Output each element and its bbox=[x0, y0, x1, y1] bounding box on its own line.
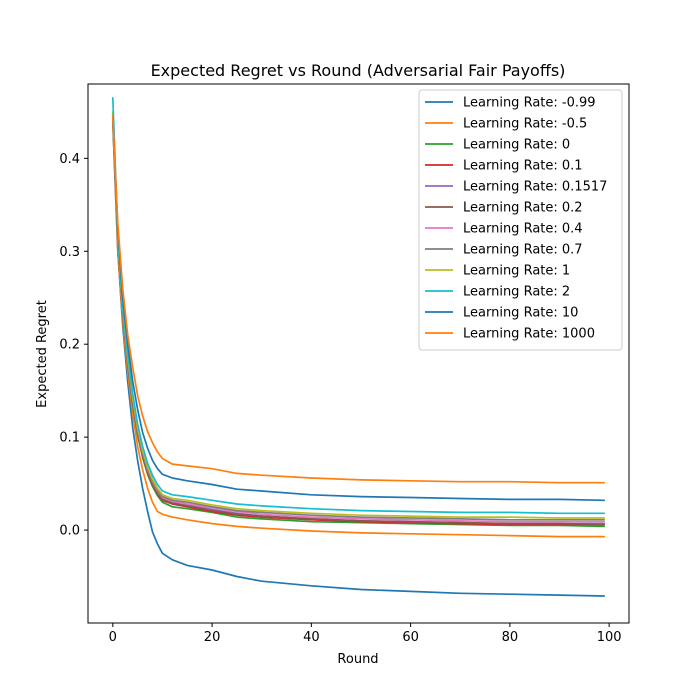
series-line-11 bbox=[111, 115, 606, 484]
legend: Learning Rate: -0.99 Learning Rate: -0.5 L… bbox=[418, 89, 623, 351]
legend-label: Learning Rate: 0.2 bbox=[463, 201, 583, 216]
y-tick-label: 0.3 bbox=[59, 245, 80, 260]
plot-lines bbox=[111, 97, 606, 597]
x-tick-label: 20 bbox=[204, 630, 221, 645]
legend-label: Learning Rate: 0.1517 bbox=[463, 180, 607, 195]
series-line-1 bbox=[111, 120, 606, 538]
x-tick-label: 40 bbox=[303, 630, 320, 645]
y-axis: 0.0 0.1 0.2 0.3 0.4 bbox=[59, 152, 88, 539]
legend-label: Learning Rate: -0.99 bbox=[463, 96, 596, 111]
y-tick-label: 0.2 bbox=[59, 338, 80, 353]
legend-label: Learning Rate: 0 bbox=[463, 138, 570, 153]
x-axis-title: Round bbox=[337, 652, 378, 667]
series-line-9 bbox=[111, 97, 606, 515]
plot-area-frame bbox=[87, 83, 630, 624]
legend-label: Learning Rate: 0.4 bbox=[463, 222, 583, 237]
legend-label: Learning Rate: 1000 bbox=[463, 327, 595, 342]
legend-label: Learning Rate: 1 bbox=[463, 264, 570, 279]
x-axis: 0 20 40 60 80 100 bbox=[109, 623, 622, 645]
x-tick-label: 80 bbox=[502, 630, 519, 645]
legend-label: Learning Rate: -0.5 bbox=[463, 117, 587, 132]
legend-label: Learning Rate: 10 bbox=[463, 306, 578, 321]
x-tick-label: 100 bbox=[597, 630, 622, 645]
x-tick-label: 0 bbox=[109, 630, 117, 645]
legend-label: Learning Rate: 0.7 bbox=[463, 243, 583, 258]
legend-label: Learning Rate: 2 bbox=[463, 285, 570, 300]
chart-title: Expected Regret vs Round (Adversarial Fa… bbox=[151, 61, 566, 80]
legend-label: Learning Rate: 0.1 bbox=[463, 159, 583, 174]
y-axis-title: Expected Regret bbox=[35, 300, 50, 408]
y-tick-label: 0.0 bbox=[59, 524, 80, 539]
series-line-0 bbox=[111, 120, 606, 597]
y-tick-label: 0.1 bbox=[59, 431, 80, 446]
x-tick-label: 60 bbox=[402, 630, 419, 645]
legend-box bbox=[418, 89, 623, 351]
y-tick-label: 0.4 bbox=[59, 152, 80, 167]
series-line-10 bbox=[111, 115, 606, 502]
